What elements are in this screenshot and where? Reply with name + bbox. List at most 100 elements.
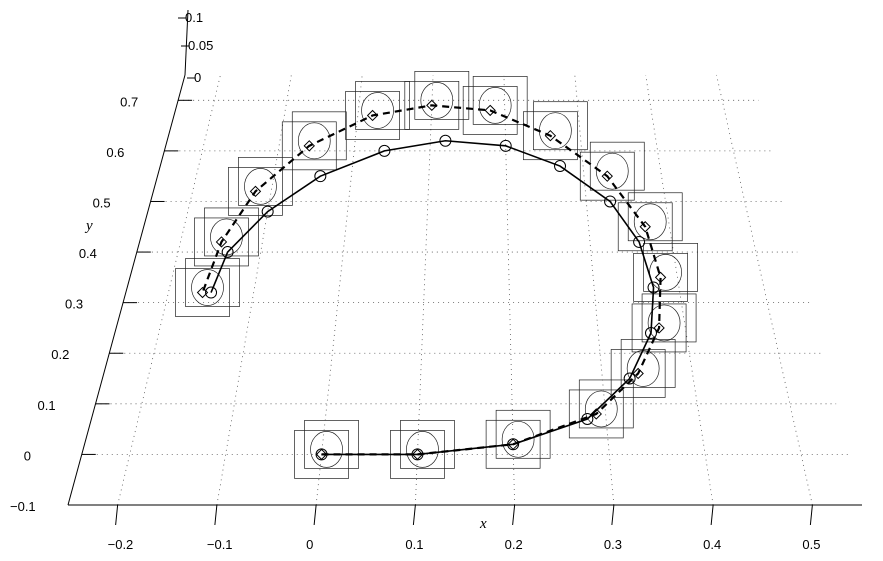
x-tick-label: 0.3 — [604, 537, 622, 552]
y-axis-label: y — [84, 218, 93, 234]
x-tick — [313, 504, 317, 526]
x-tick-label: 0.2 — [505, 537, 523, 552]
z-axis-line — [184, 9, 189, 76]
grid-lines — [68, 74, 862, 506]
axes-lines — [67, 9, 862, 526]
camera-lens — [539, 112, 572, 150]
camera-box-front — [175, 268, 230, 317]
x-tick — [611, 504, 615, 526]
camera-box-front — [345, 91, 400, 140]
camera-lens — [210, 218, 243, 256]
x-tick-label: 0.1 — [405, 537, 423, 552]
circle-marker — [604, 195, 617, 208]
circle-marker — [647, 281, 660, 294]
y-axis-line — [67, 74, 186, 506]
camera-box-front — [228, 167, 283, 216]
camera-frame — [175, 258, 240, 317]
camera-lens — [191, 269, 224, 306]
camera-lens — [406, 431, 439, 468]
camera-box-front — [523, 111, 578, 161]
camera-lens — [297, 122, 331, 160]
y-tick-label: 0.4 — [79, 246, 97, 261]
camera-lens — [310, 431, 343, 468]
diamond-marker — [426, 99, 438, 112]
diamond-marker — [601, 170, 613, 182]
diamond-marker — [632, 367, 644, 380]
camera-box-front — [462, 86, 518, 135]
circle-marker — [205, 286, 218, 299]
camera-lens — [647, 304, 681, 342]
camera-lens — [501, 420, 535, 458]
circle-marker — [581, 413, 594, 425]
trajectory-markers — [196, 99, 667, 461]
circle-marker — [499, 139, 512, 152]
diamond-marker — [411, 448, 424, 461]
camera-box-back — [472, 76, 528, 125]
x-tick — [710, 504, 714, 526]
x-tick-label: 0.4 — [703, 537, 721, 552]
camera-frame — [633, 243, 698, 302]
camera-box-back — [185, 258, 240, 307]
trajectory-curves — [201, 104, 662, 456]
grid-line-x — [503, 74, 516, 506]
grid-line-x — [315, 74, 363, 506]
camera-box-front — [633, 253, 688, 302]
tick-labels: −0.2 −0.1 0 0.1 0.2 0.3 0.4 0.5 −0.1 0 0.1 0.2 0.3 0.… — [10, 10, 820, 552]
y-tick-label: 0.1 — [38, 398, 56, 413]
grid-line-x — [216, 74, 292, 506]
circle-marker — [633, 235, 646, 248]
x-tick — [809, 504, 813, 526]
camera-box-back — [578, 379, 634, 429]
diamond-marker — [654, 271, 667, 284]
diamond-marker — [590, 408, 602, 420]
circle-marker — [221, 246, 234, 259]
circle-marker — [378, 144, 391, 157]
camera-box-back — [533, 101, 588, 151]
y-tick-label: −0.1 — [10, 499, 36, 514]
camera-box-back — [238, 157, 293, 206]
camera-box-front — [485, 419, 541, 469]
camera-box-back — [400, 420, 455, 469]
camera-box-back — [414, 71, 470, 120]
diamond-marker — [544, 129, 557, 142]
camera-frame — [390, 420, 455, 479]
camera-box-front — [568, 389, 624, 439]
x-tick — [214, 504, 218, 526]
camera-frame — [228, 157, 293, 216]
camera-box-back — [355, 81, 410, 130]
x-tick — [412, 504, 416, 526]
camera-frame — [568, 379, 634, 439]
diamond-marker — [639, 221, 651, 233]
diamond-marker — [366, 109, 379, 122]
camera-frame — [462, 76, 528, 135]
camera-lens — [595, 152, 629, 190]
grid-line-x — [414, 74, 434, 506]
camera-lens — [633, 203, 667, 241]
x-tick — [512, 504, 516, 526]
camera-box-back — [495, 409, 551, 459]
x-tick-label: −0.2 — [108, 537, 134, 552]
diamond-marker — [507, 438, 519, 451]
camera-frame — [404, 71, 470, 130]
circle-marker — [261, 205, 274, 218]
camera-frame — [631, 293, 697, 353]
diamond-marker — [315, 448, 328, 461]
camera-box-front — [617, 202, 673, 252]
y-tick-label: 0.7 — [120, 94, 138, 109]
y-tick-label: 0 — [24, 448, 31, 463]
circle-marker — [314, 170, 327, 183]
camera-box-front — [404, 81, 460, 130]
camera-frame — [345, 81, 410, 140]
camera-box-back — [589, 141, 645, 191]
camera-frame — [294, 420, 359, 479]
x-tick-label: −0.1 — [207, 537, 233, 552]
series-line-estimated — [210, 139, 655, 456]
camera-lens — [420, 82, 454, 119]
x-tick-label: 0.5 — [802, 537, 820, 552]
diamond-marker — [303, 140, 315, 152]
camera-lens — [361, 92, 394, 129]
camera-frame — [523, 101, 588, 161]
grid-line-x — [645, 74, 714, 506]
camera-box-back — [304, 420, 359, 469]
x-axis-label: x — [479, 516, 487, 532]
